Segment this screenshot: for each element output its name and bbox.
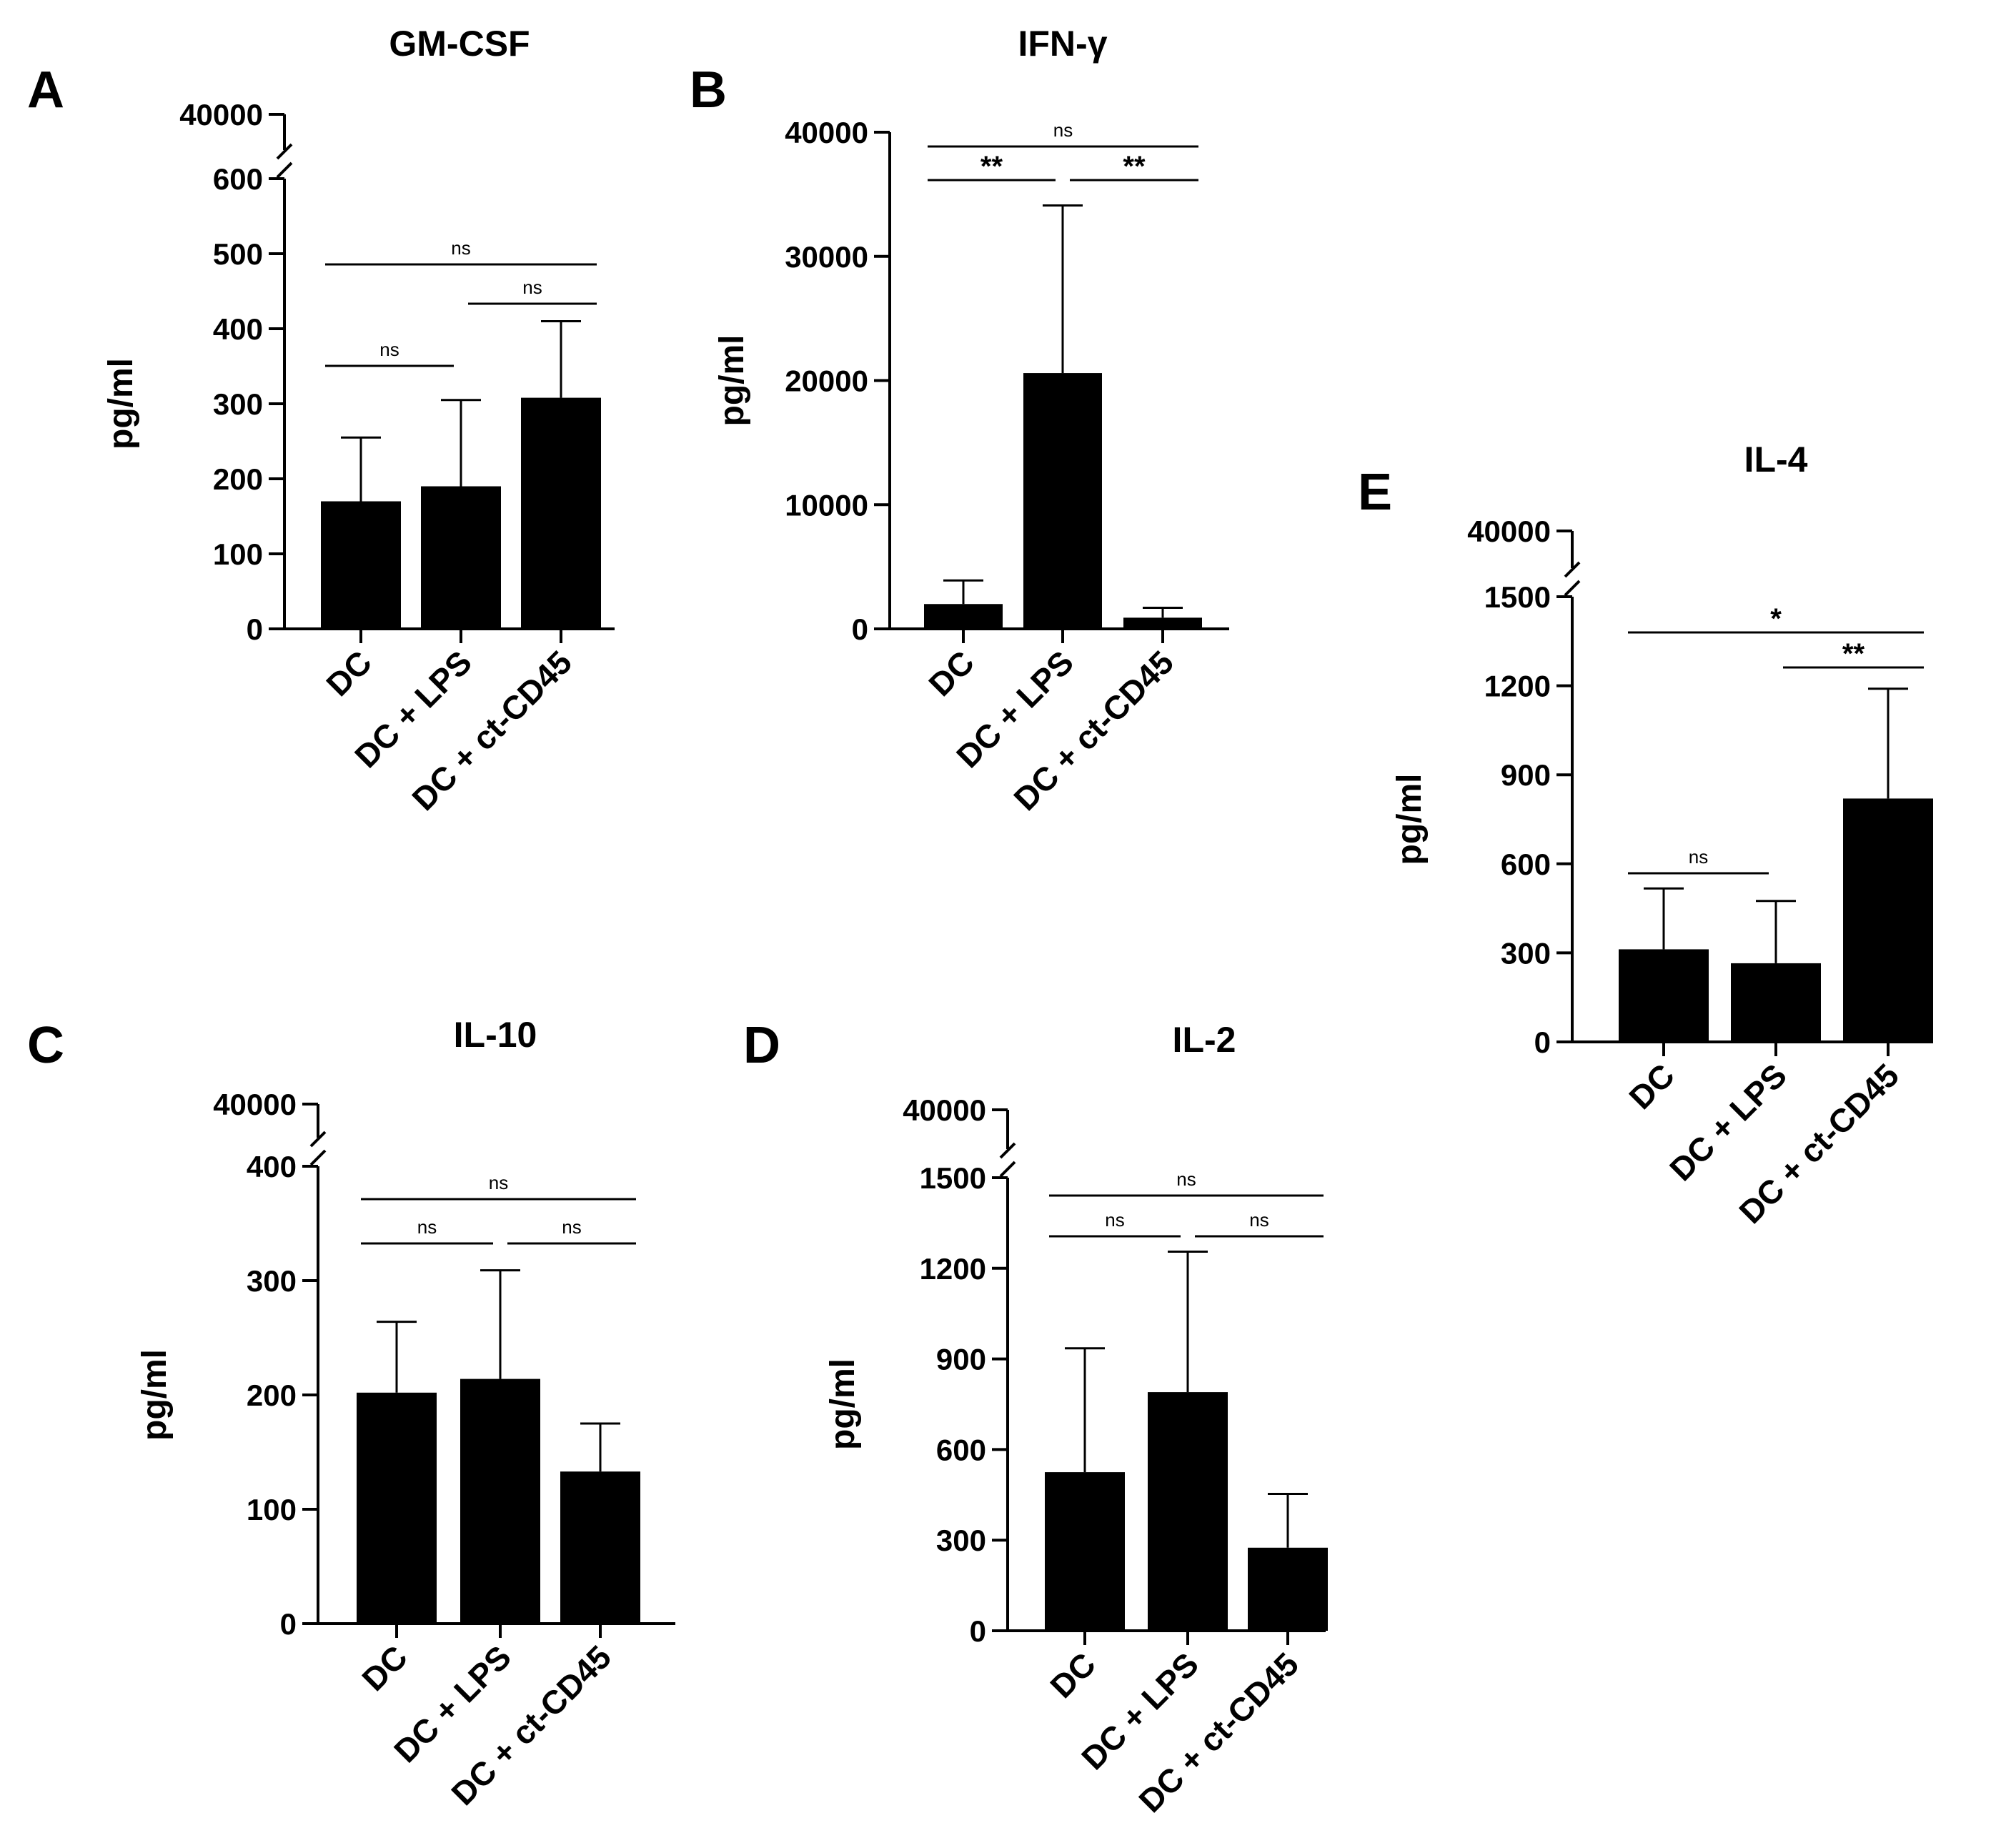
- break-slash: [1564, 580, 1581, 597]
- y-tick-label: 0: [852, 612, 868, 646]
- bar-3: [1248, 1547, 1328, 1631]
- y-tick-label: 300: [936, 1524, 986, 1557]
- x-category-label: DC: [1043, 1645, 1103, 1705]
- y-tick-label: 900: [1501, 758, 1551, 792]
- panel-label: B: [690, 61, 727, 119]
- panel-label: D: [743, 1017, 780, 1074]
- y-tick-label: 100: [247, 1493, 297, 1526]
- y-axis-label: pg/ml: [713, 335, 751, 427]
- y-tick-label: 0: [970, 1614, 986, 1648]
- y-tick-label: 40000: [785, 116, 868, 149]
- bar-1: [357, 1392, 437, 1624]
- bar-1: [1045, 1472, 1125, 1631]
- bar-2: [421, 486, 501, 629]
- panel-title: IL-4: [1744, 439, 1808, 480]
- y-tick-label: 300: [1501, 936, 1551, 970]
- panel-title: IFN-γ: [1018, 24, 1108, 64]
- significance-label: ns: [522, 277, 542, 298]
- bar-1: [1619, 949, 1709, 1042]
- y-tick-label: 30000: [785, 240, 868, 274]
- y-tick-label: 0: [1534, 1025, 1551, 1059]
- break-slash: [999, 1161, 1016, 1178]
- break-tick-label: 40000: [903, 1093, 986, 1127]
- bar-2: [1731, 963, 1821, 1042]
- significance-label: ns: [417, 1216, 437, 1238]
- y-tick-label: 400: [213, 312, 263, 346]
- y-tick-label: 0: [247, 612, 263, 646]
- bar-2: [1148, 1392, 1228, 1631]
- significance-label: ns: [379, 339, 399, 360]
- significance-label: ns: [1176, 1168, 1196, 1190]
- x-category-label: DC: [319, 643, 379, 703]
- significance-label: ns: [1249, 1209, 1268, 1231]
- x-category-label: DC: [921, 643, 981, 703]
- bar-1: [321, 501, 401, 629]
- panel-a: AGM-CSFpg/ml010020030040050060040000DCDC…: [27, 24, 615, 818]
- break-slash: [309, 1149, 327, 1166]
- x-category-label: DC: [354, 1638, 414, 1698]
- y-tick-label: 400: [247, 1150, 297, 1183]
- panel-label: C: [27, 1017, 64, 1074]
- significance-label: **: [1123, 151, 1146, 182]
- break-tick-label: 40000: [1467, 515, 1551, 548]
- bar-1: [924, 604, 1003, 629]
- y-tick-label: 200: [213, 462, 263, 496]
- y-tick-label: 100: [213, 537, 263, 571]
- significance-label: **: [1842, 638, 1865, 670]
- panel-label: E: [1358, 464, 1392, 521]
- y-tick-label: 500: [213, 237, 263, 271]
- y-tick-label: 600: [1501, 848, 1551, 881]
- break-slash: [276, 162, 293, 179]
- y-tick-label: 600: [936, 1433, 986, 1466]
- y-tick-label: 1500: [920, 1161, 986, 1195]
- y-tick-label: 300: [247, 1264, 297, 1298]
- significance-label: ns: [1689, 846, 1708, 868]
- significance-label: **: [980, 151, 1003, 182]
- y-axis-label: pg/ml: [1391, 774, 1429, 865]
- y-axis-label: pg/ml: [102, 358, 140, 449]
- bar-3: [560, 1471, 640, 1624]
- panel-title: IL-10: [454, 1015, 537, 1055]
- bar-3: [1123, 617, 1202, 629]
- break-slash: [1564, 561, 1581, 578]
- panel-title: IL-2: [1173, 1020, 1236, 1060]
- panel-title: GM-CSF: [389, 24, 530, 64]
- panel-label: A: [27, 61, 64, 119]
- y-tick-label: 1200: [1484, 670, 1551, 703]
- bar-3: [1843, 798, 1933, 1042]
- y-tick-label: 900: [936, 1343, 986, 1376]
- y-tick-label: 600: [213, 162, 263, 196]
- significance-label: ns: [1053, 119, 1073, 141]
- y-tick-label: 10000: [785, 488, 868, 522]
- significance-label: ns: [489, 1172, 508, 1193]
- break-tick-label: 40000: [179, 98, 263, 131]
- y-tick-label: 300: [213, 387, 263, 421]
- y-tick-label: 0: [280, 1607, 297, 1641]
- bar-3: [521, 397, 601, 629]
- break-slash: [276, 143, 293, 160]
- y-tick-label: 1500: [1484, 580, 1551, 614]
- y-tick-label: 1200: [920, 1252, 986, 1286]
- bar-2: [460, 1378, 540, 1624]
- significance-label: *: [1770, 603, 1782, 635]
- y-tick-label: 20000: [785, 364, 868, 398]
- x-category-label: DC: [1622, 1056, 1682, 1116]
- bar-2: [1023, 373, 1102, 629]
- break-tick-label: 40000: [213, 1088, 297, 1121]
- significance-label: ns: [562, 1216, 581, 1238]
- significance-label: ns: [1105, 1209, 1124, 1231]
- y-axis-label: pg/ml: [136, 1349, 174, 1441]
- y-axis-label: pg/ml: [824, 1358, 862, 1450]
- significance-label: ns: [451, 237, 470, 259]
- break-slash: [999, 1142, 1016, 1159]
- break-slash: [309, 1131, 327, 1148]
- y-tick-label: 200: [247, 1378, 297, 1412]
